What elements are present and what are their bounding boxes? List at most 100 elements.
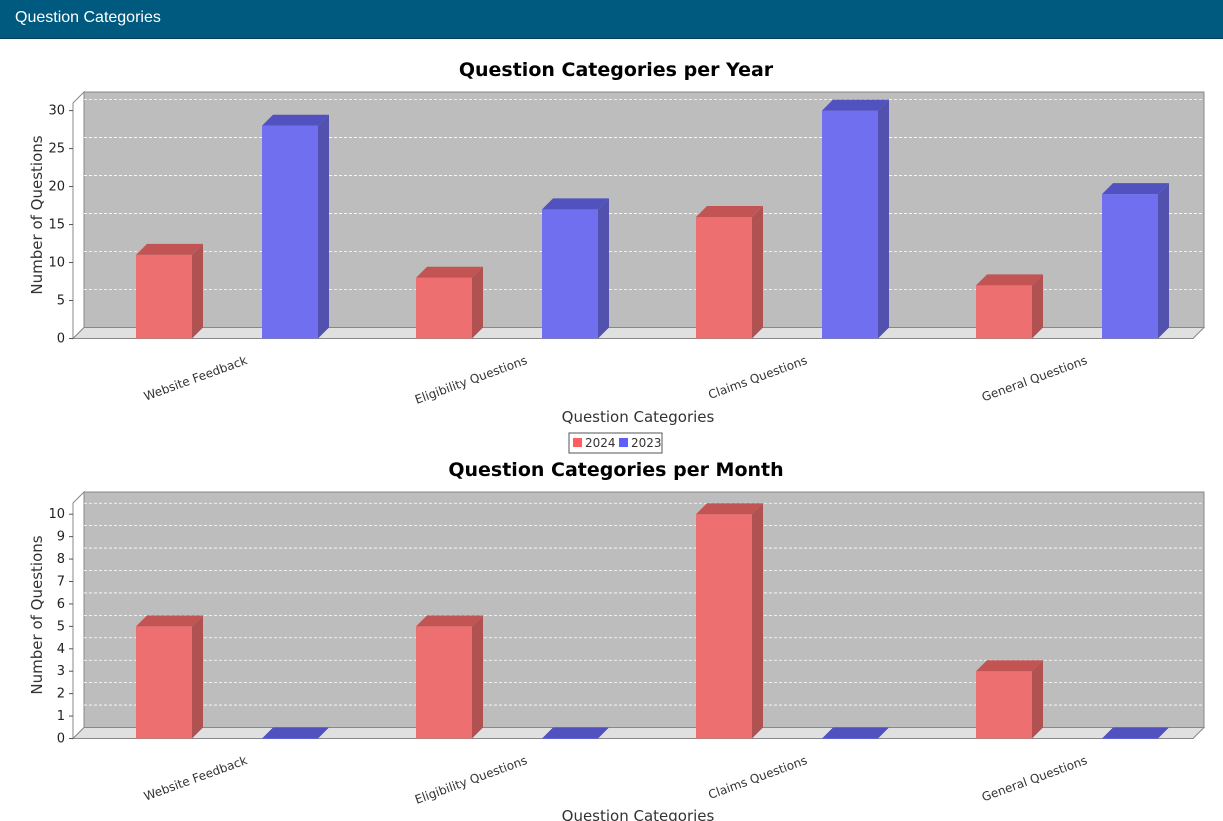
bar-side bbox=[598, 198, 609, 339]
y-axis-label: Number of Questions bbox=[28, 535, 46, 694]
plot-left-wall bbox=[72, 90, 85, 340]
y-tick-label: 9 bbox=[57, 530, 65, 545]
bar-top bbox=[416, 615, 483, 627]
bar-general-questions-2024 bbox=[976, 274, 1043, 339]
y-axis-label: Number of Questions bbox=[28, 135, 46, 294]
bar-top bbox=[262, 114, 329, 126]
bar-website-feedback-2024 bbox=[136, 243, 203, 339]
x-axis-label: Question Categories bbox=[562, 807, 715, 821]
bar-top bbox=[136, 243, 203, 255]
bar-front bbox=[416, 277, 472, 339]
bar-claims-questions-2024 bbox=[696, 503, 763, 739]
bar-top bbox=[822, 727, 889, 739]
legend-swatch-2024 bbox=[573, 438, 582, 447]
bar-claims-questions-2024 bbox=[696, 205, 763, 339]
bar-side bbox=[752, 205, 763, 339]
bar-top bbox=[976, 660, 1043, 672]
bar-general-questions-2024 bbox=[976, 660, 1043, 739]
bar-top bbox=[822, 99, 889, 111]
bar-front bbox=[976, 285, 1032, 339]
bar-side bbox=[472, 615, 483, 739]
bar-eligibility-questions-2024 bbox=[416, 266, 483, 339]
plot-left-wall bbox=[72, 490, 85, 740]
bar-front bbox=[136, 626, 192, 739]
legend-label-2023: 2023 bbox=[631, 436, 662, 450]
x-axis-label: Question Categories bbox=[562, 408, 715, 426]
bar-top bbox=[416, 266, 483, 278]
bar-general-questions-2023 bbox=[1102, 727, 1169, 739]
chart-title: Question Categories per Month bbox=[448, 459, 783, 481]
y-tick-label: 6 bbox=[57, 597, 65, 612]
y-tick-label: 4 bbox=[57, 642, 65, 657]
bar-side bbox=[1158, 183, 1169, 339]
y-tick-label: 30 bbox=[48, 104, 65, 119]
bar-side bbox=[318, 114, 329, 339]
bar-top bbox=[976, 274, 1043, 286]
bar-claims-questions-2023 bbox=[822, 99, 889, 339]
bar-front bbox=[696, 514, 752, 739]
bar-side bbox=[192, 615, 203, 739]
bar-side bbox=[878, 99, 889, 339]
plot-area: 0 1 2 3 4 5 6 7 8 9 10 bbox=[48, 490, 1206, 747]
window-title-bar: Question Categories bbox=[0, 0, 1223, 39]
bar-top bbox=[542, 198, 609, 210]
y-tick-label: 20 bbox=[48, 180, 65, 195]
bar-front bbox=[1102, 738, 1158, 739]
y-tick-label: 0 bbox=[57, 732, 65, 747]
bar-top bbox=[542, 727, 609, 739]
bar-front bbox=[822, 738, 878, 739]
y-tick-label: 10 bbox=[48, 507, 65, 522]
y-tick-label: 8 bbox=[57, 552, 65, 567]
bar-side bbox=[192, 243, 203, 339]
bar-top bbox=[1102, 727, 1169, 739]
bar-front bbox=[136, 254, 192, 339]
bar-side bbox=[472, 266, 483, 339]
bar-top bbox=[262, 727, 329, 739]
category-label: Claims Questions bbox=[706, 753, 809, 802]
bar-front bbox=[542, 209, 598, 339]
bar-eligibility-questions-2023 bbox=[542, 198, 609, 339]
legend-label-2024: 2024 bbox=[585, 436, 616, 450]
bar-top bbox=[1102, 183, 1169, 195]
bar-front bbox=[976, 671, 1032, 739]
bar-website-feedback-2023 bbox=[262, 114, 329, 339]
chart-per-year: Question Categories per Year Number of Q… bbox=[28, 59, 1206, 426]
y-tick-label: 15 bbox=[48, 218, 65, 233]
bar-side bbox=[1032, 274, 1043, 339]
bar-top bbox=[136, 615, 203, 627]
category-label: Claims Questions bbox=[706, 353, 809, 402]
category-label: Eligibility Questions bbox=[413, 353, 529, 407]
y-tick-label: 7 bbox=[57, 575, 65, 590]
plot-floor bbox=[71, 327, 1206, 339]
bar-side bbox=[1032, 660, 1043, 739]
bar-top bbox=[696, 205, 763, 217]
bar-eligibility-questions-2024 bbox=[416, 615, 483, 739]
bar-front bbox=[262, 125, 318, 339]
category-label: Website Feedback bbox=[142, 753, 249, 803]
category-label: Eligibility Questions bbox=[413, 753, 529, 807]
bar-side bbox=[752, 503, 763, 739]
bar-front bbox=[1102, 194, 1158, 339]
y-tick-label: 5 bbox=[57, 619, 65, 634]
chart-legend: 2024 2023 bbox=[568, 432, 663, 454]
bar-front bbox=[696, 216, 752, 339]
category-label: General Questions bbox=[980, 753, 1089, 804]
y-tick-label: 0 bbox=[57, 332, 65, 347]
bar-top bbox=[696, 503, 763, 515]
legend-swatch-2023 bbox=[619, 438, 628, 447]
y-tick-label: 1 bbox=[57, 709, 65, 724]
bar-front bbox=[416, 626, 472, 739]
window-title: Question Categories bbox=[15, 9, 161, 26]
y-tick-label: 10 bbox=[48, 256, 65, 271]
bar-front bbox=[822, 110, 878, 339]
y-tick-label: 3 bbox=[57, 664, 65, 679]
bar-general-questions-2023 bbox=[1102, 183, 1169, 339]
bar-website-feedback-2023 bbox=[262, 727, 329, 739]
category-label: Website Feedback bbox=[142, 353, 249, 403]
bar-front bbox=[542, 738, 598, 739]
chart-title: Question Categories per Year bbox=[459, 59, 774, 81]
bar-claims-questions-2023 bbox=[822, 727, 889, 739]
legend-box bbox=[568, 432, 663, 454]
y-tick-label: 25 bbox=[48, 142, 65, 157]
